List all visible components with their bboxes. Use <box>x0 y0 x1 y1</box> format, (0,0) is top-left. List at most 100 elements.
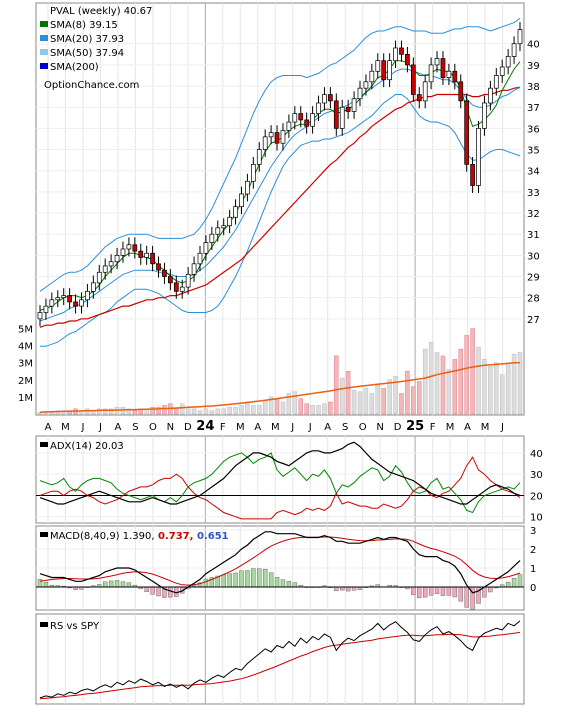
macd-histogram-bar <box>120 581 126 588</box>
macd-histogram-bar <box>434 586 440 594</box>
volume-bar <box>488 365 493 415</box>
candle-body <box>375 60 381 72</box>
volume-bar <box>357 391 363 415</box>
adx-y-tick: 20 <box>530 491 543 502</box>
macd-histogram-bar <box>37 579 43 588</box>
price-y-tick: 40 <box>527 40 540 51</box>
candle-body <box>464 100 470 165</box>
candle-body <box>517 29 523 45</box>
volume-bar <box>375 384 381 415</box>
candle-body <box>446 70 452 78</box>
candle-body <box>55 297 61 301</box>
macd-histogram-bar <box>156 586 161 597</box>
x-tick-label: 25 <box>406 419 424 434</box>
volume-y-tick: 3M <box>18 359 33 370</box>
legend-sma200: SMA(200) <box>50 62 99 73</box>
legend-swatch-sma20 <box>40 35 48 41</box>
price-y-tick: 34 <box>527 167 540 178</box>
plot-layer <box>36 17 524 700</box>
sma20-line <box>39 68 521 322</box>
candle-body <box>387 60 392 81</box>
candle-body <box>221 225 227 229</box>
x-tick-label: J <box>98 422 102 433</box>
candle-body <box>482 102 487 129</box>
macd-histogram-bar <box>102 581 108 588</box>
plus-di-line <box>39 452 521 514</box>
adx-y-tick: 30 <box>530 470 543 481</box>
volume-bar <box>262 400 268 415</box>
volume-bar <box>209 410 215 415</box>
x-tick-label: J <box>500 422 504 433</box>
candle-body <box>73 301 78 307</box>
macd-histogram-bar <box>221 574 226 588</box>
candle-body <box>274 132 280 144</box>
macd-y-tick: 1 <box>530 564 536 575</box>
adx-label: ADX(14) 20.03 <box>50 441 124 452</box>
sma8-line <box>39 60 521 311</box>
macd-histogram-bar <box>292 582 298 588</box>
candle-body <box>49 299 55 307</box>
volume-bar <box>517 352 523 415</box>
candle-body <box>310 113 315 127</box>
candle-body <box>416 94 422 102</box>
candle-body <box>85 290 90 301</box>
rs-line <box>39 620 521 699</box>
macd-signal-line <box>39 536 521 586</box>
macd-histogram-bar <box>280 579 286 588</box>
candle-body <box>79 299 84 307</box>
sma50-line <box>39 86 521 328</box>
volume-y-tick: 5M <box>18 325 33 336</box>
volume-bar <box>428 341 434 415</box>
volume-bar <box>97 408 102 415</box>
macd-histogram-bar <box>108 580 114 588</box>
volume-bar <box>191 408 197 415</box>
candle-body <box>511 43 517 57</box>
adx-panel-frame <box>35 435 525 524</box>
candle-body <box>410 64 416 95</box>
volume-bar <box>316 405 321 415</box>
candle-body <box>96 271 102 284</box>
macd-histogram-bar <box>411 586 416 595</box>
macd-histogram-bar <box>233 572 238 588</box>
adx-line <box>39 441 521 505</box>
volume-bar <box>458 348 463 415</box>
macd-histogram-bar <box>334 586 339 592</box>
candle-body <box>114 255 120 263</box>
candle-body <box>298 113 304 121</box>
x-tick-label: F <box>430 422 436 433</box>
candle-body <box>162 269 167 277</box>
price-y-tick: 29 <box>527 273 540 284</box>
macd-histogram-bar <box>203 578 209 588</box>
candle-body <box>144 252 150 258</box>
volume-bar <box>179 403 185 415</box>
legend-swatch-sma200 <box>40 63 48 69</box>
price-y-tick: 32 <box>527 209 540 220</box>
x-tick-label: M <box>61 422 70 433</box>
macd-y-tick: 2 <box>530 545 536 556</box>
candle-body <box>393 47 398 62</box>
candle-body <box>493 75 499 89</box>
price-y-tick: 30 <box>527 251 540 262</box>
candle-body <box>227 216 232 227</box>
candle-body <box>262 136 268 150</box>
macd-histogram-bar <box>245 570 250 588</box>
volume-bar <box>422 348 428 415</box>
candle-body <box>280 130 286 144</box>
volume-bar <box>102 408 108 415</box>
x-tick-label: M <box>236 422 245 433</box>
candle-body <box>126 244 132 250</box>
volume-bar <box>351 389 357 415</box>
candle-body <box>357 87 363 100</box>
x-tick-label: M <box>446 422 455 433</box>
price-y-tick: 27 <box>527 315 540 326</box>
x-tick-label: A <box>254 422 261 433</box>
volume-bar <box>233 406 238 415</box>
candle-body <box>215 227 221 235</box>
legend-sma50: SMA(50) 37.94 <box>50 48 124 59</box>
x-tick-label: O <box>149 422 157 433</box>
candle-body <box>168 276 173 284</box>
adx-y-tick: 40 <box>530 449 543 460</box>
macd-histogram-bar <box>422 586 428 598</box>
minus-di-line <box>39 456 521 520</box>
volume-bar <box>334 355 339 415</box>
